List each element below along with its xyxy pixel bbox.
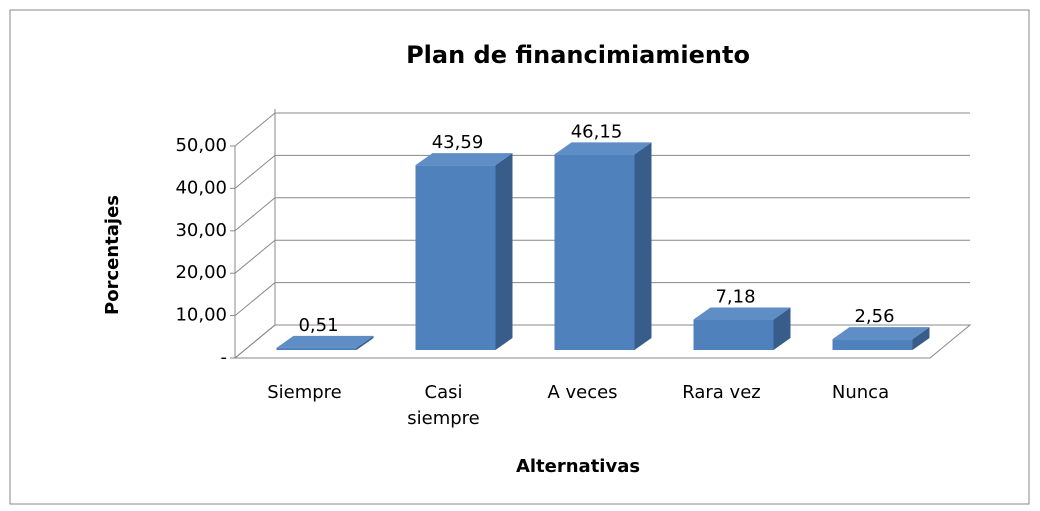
grid-line <box>234 239 970 274</box>
grid-line <box>234 282 970 316</box>
x-tick-label: Casi siempre <box>407 382 480 429</box>
data-label: 46,15 <box>571 121 623 142</box>
grid-line <box>234 197 970 232</box>
x-axis-title: Alternativas <box>516 456 640 477</box>
bar-top <box>693 307 791 320</box>
bar <box>276 347 357 350</box>
x-tick-label: Siempre <box>267 382 342 403</box>
x-tick-label: A veces <box>547 382 618 403</box>
grid-line <box>234 154 970 189</box>
bar-top <box>415 153 513 166</box>
y-axis-title: Porcentajes <box>102 195 123 315</box>
data-label: 7,18 <box>715 287 755 308</box>
data-label: 2,56 <box>854 306 894 327</box>
bar-side <box>912 327 930 350</box>
bar-top <box>276 335 374 348</box>
chart-frame <box>9 9 1030 505</box>
bar <box>415 165 496 350</box>
bar <box>832 339 913 350</box>
chart-title: Plan de financimiamiento <box>406 41 750 69</box>
y-tick-label: 30,00 <box>175 220 227 241</box>
bar-side <box>634 142 652 350</box>
x-tick-label: Rara vez <box>682 382 761 403</box>
y-tick-label: 40,00 <box>175 177 227 198</box>
bar-top <box>832 327 930 340</box>
grid-line <box>234 112 970 147</box>
x-tick-label: Nunca <box>831 382 890 403</box>
data-label: 0,51 <box>298 315 338 336</box>
bar <box>693 319 774 350</box>
bar-side <box>495 153 513 350</box>
bar-side <box>356 335 374 350</box>
bar <box>554 154 635 350</box>
y-tick-label: 10,00 <box>175 305 227 326</box>
y-tick-label: 20,00 <box>175 262 227 283</box>
bar-top <box>554 142 652 155</box>
bar-side <box>773 307 791 350</box>
y-tick-label: - <box>221 347 228 368</box>
data-label: 43,59 <box>432 132 484 153</box>
y-tick-label: 50,00 <box>175 135 227 156</box>
